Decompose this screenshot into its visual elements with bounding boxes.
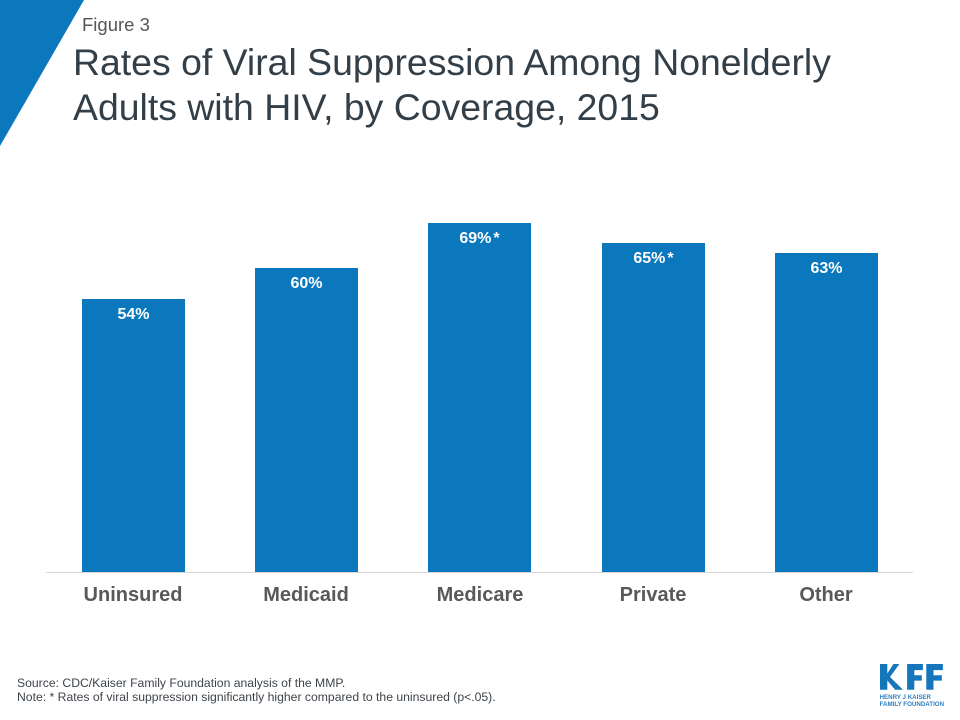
svg-text:FAMILY FOUNDATION: FAMILY FOUNDATION <box>880 701 945 708</box>
svg-text:HENRY J KAISER: HENRY J KAISER <box>880 694 931 701</box>
